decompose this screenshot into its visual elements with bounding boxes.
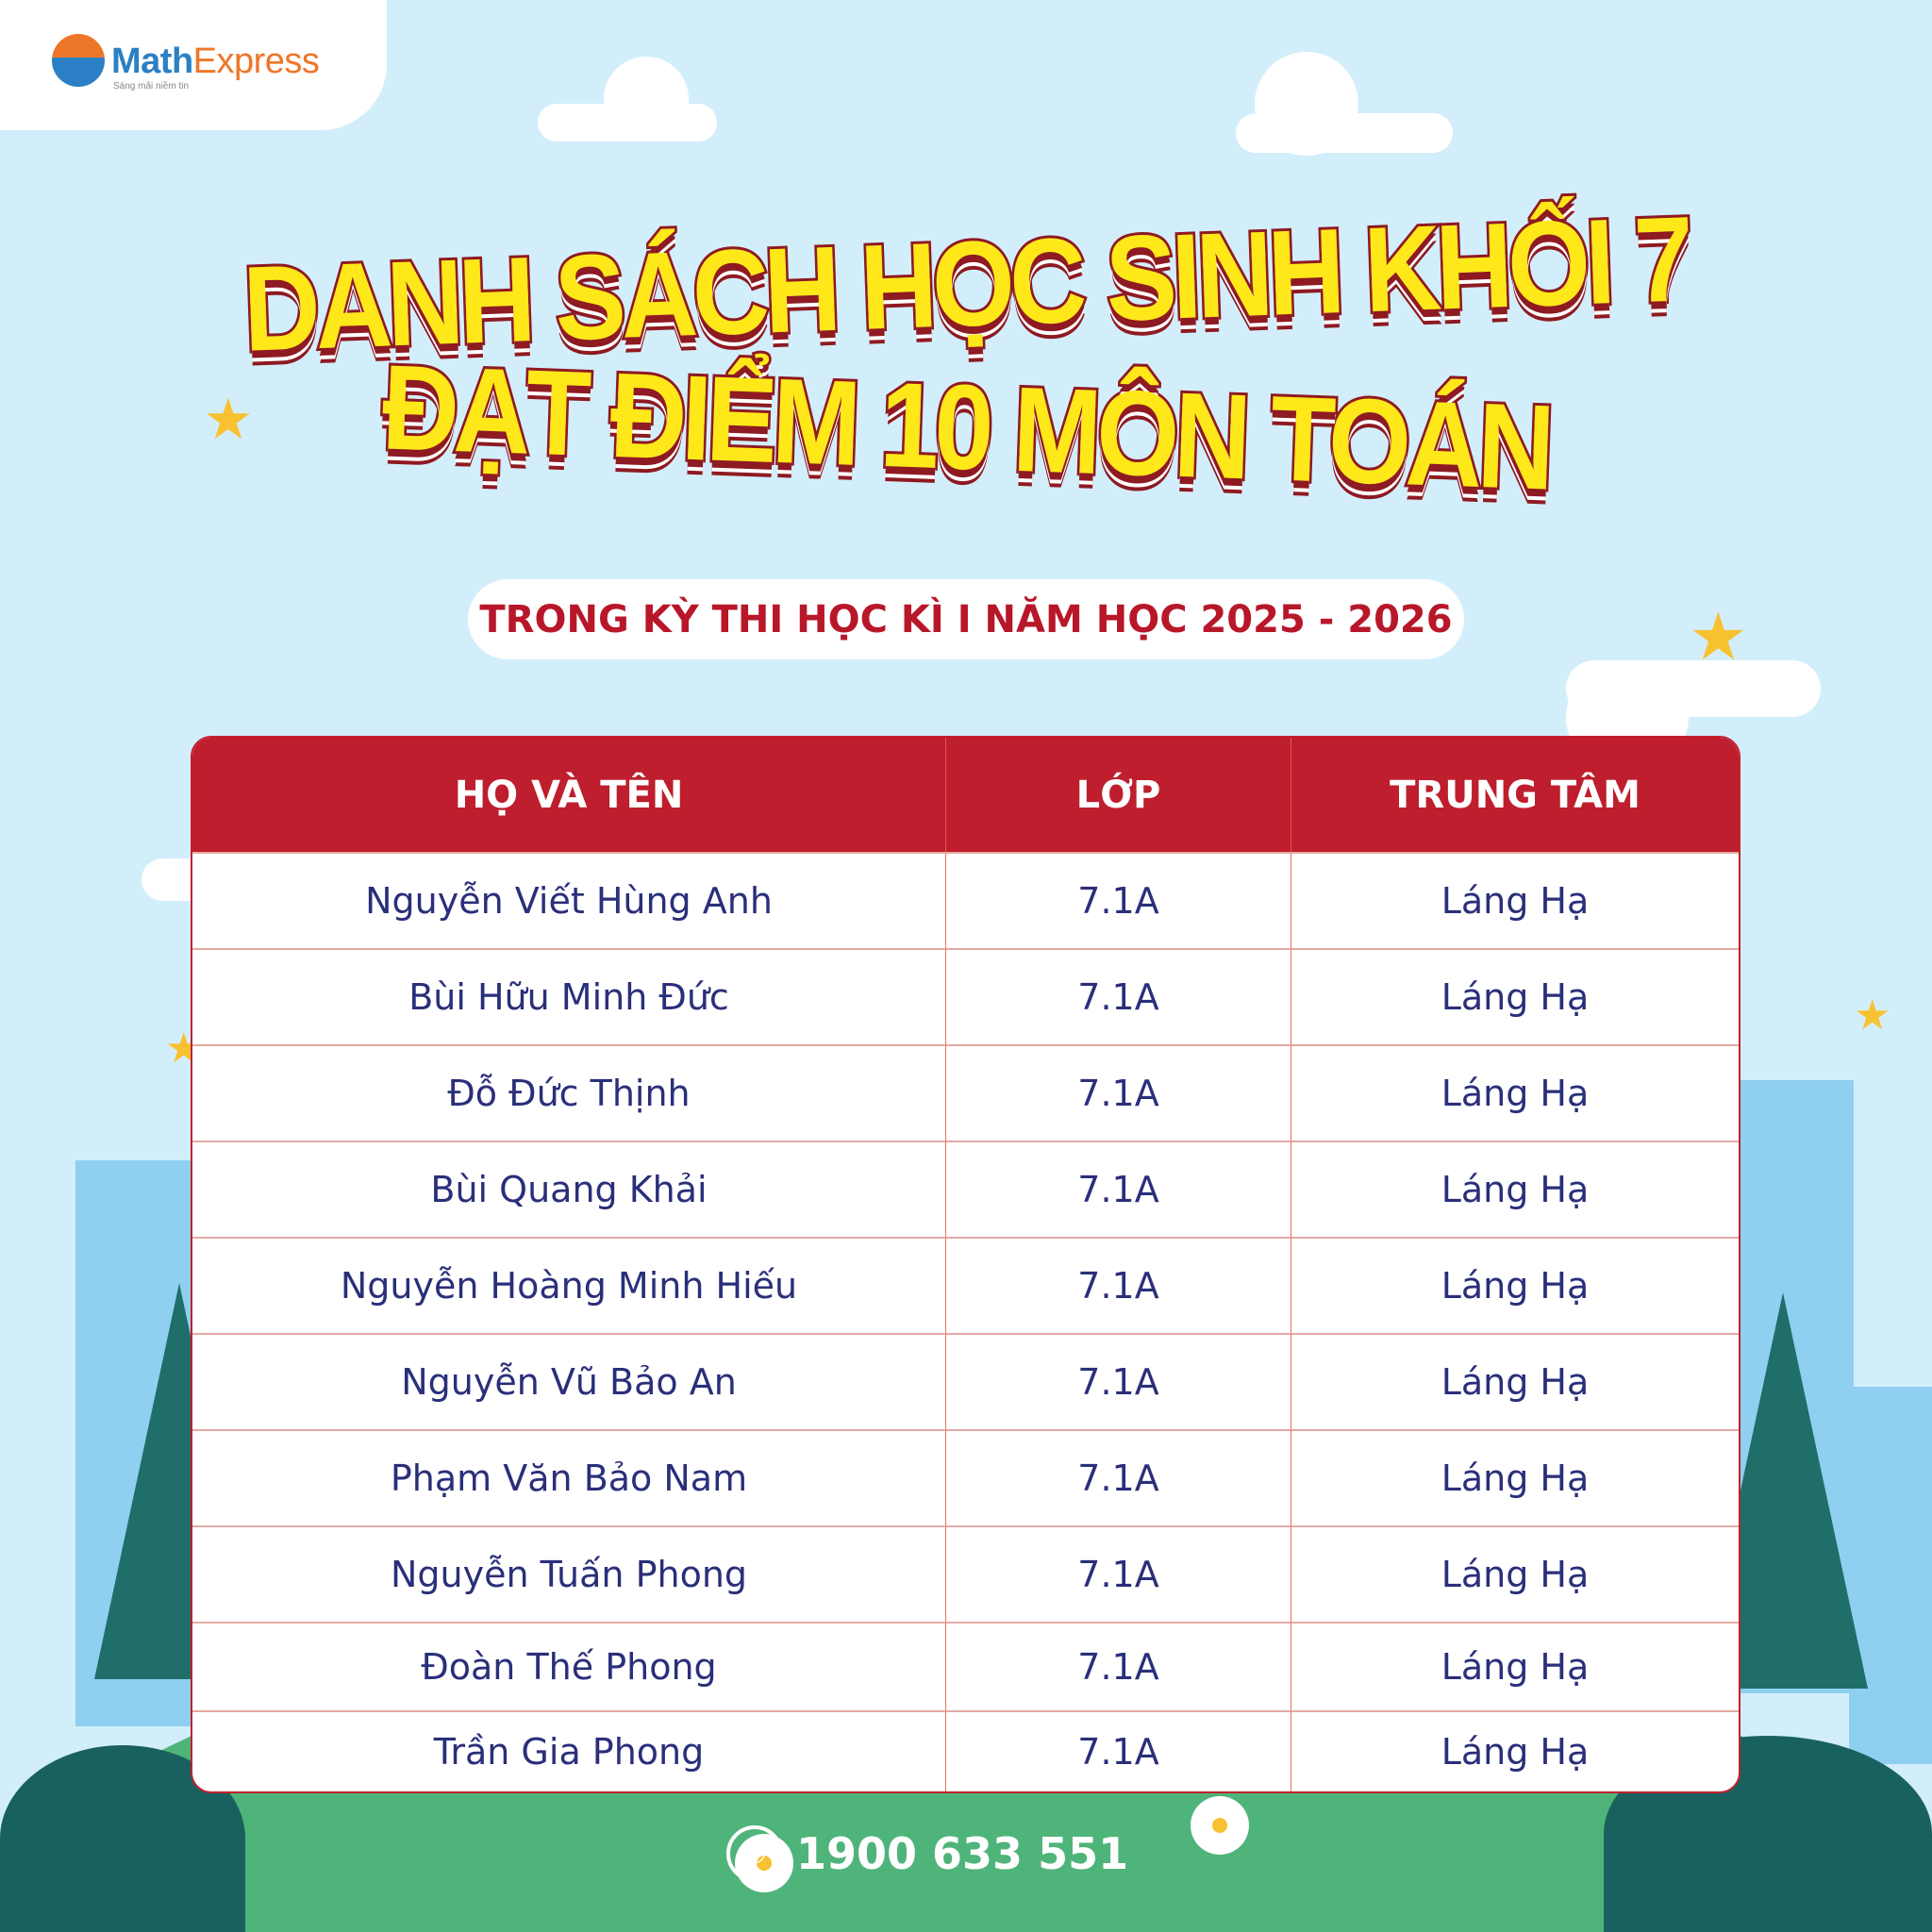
center-cell: Láng Hạ [1291,1710,1739,1791]
table-row: Bùi Hữu Minh Đức 7.1A Láng Hạ [192,948,1739,1044]
center-cell: Láng Hạ [1291,1237,1739,1333]
student-name-cell: Nguyễn Vũ Bảo An [192,1333,945,1429]
student-name-cell: Bùi Hữu Minh Đức [192,948,945,1044]
class-cell: 7.1A [945,852,1291,948]
cloud [1255,52,1358,156]
center-cell: Láng Hạ [1291,1622,1739,1710]
student-name-cell: Bùi Quang Khải [192,1141,945,1237]
class-cell: 7.1A [945,948,1291,1044]
logo-checkmark-icon [52,34,105,87]
student-name-cell: Nguyễn Hoàng Minh Hiếu [192,1237,945,1333]
student-name-cell: Phạm Văn Bảo Nam [192,1429,945,1525]
student-name-cell: Nguyễn Viết Hùng Anh [192,852,945,948]
header-name: HỌ VÀ TÊN [192,738,945,852]
title-line-2: ĐẠT ĐIỂM 10 MÔN TOÁN [377,338,1555,519]
center-cell: Láng Hạ [1291,1429,1739,1525]
star-icon: ★ [1689,598,1748,675]
class-cell: 7.1A [945,1044,1291,1141]
class-cell: 7.1A [945,1429,1291,1525]
student-table: HỌ VÀ TÊN LỚP TRUNG TÂM Nguyễn Viết Hùng… [191,736,1740,1793]
table-row: Bùi Quang Khải 7.1A Láng Hạ [192,1141,1739,1237]
center-cell: Láng Hạ [1291,1044,1739,1141]
star-icon: ★ [1854,991,1891,1040]
table-row: Nguyễn Viết Hùng Anh 7.1A Láng Hạ [192,852,1739,948]
class-cell: 7.1A [945,1333,1291,1429]
student-name-cell: Nguyễn Tuấn Phong [192,1525,945,1622]
phone-number: 1900 633 551 [796,1828,1129,1879]
center-cell: Láng Hạ [1291,948,1739,1044]
star-icon: ★ [203,387,254,453]
center-cell: Láng Hạ [1291,1141,1739,1237]
student-name-cell: Đoàn Thế Phong [192,1622,945,1710]
cloud [604,57,689,142]
class-cell: 7.1A [945,1525,1291,1622]
header-center: TRUNG TÂM [1291,738,1739,852]
flower [1196,1802,1243,1849]
center-cell: Láng Hạ [1291,1525,1739,1622]
logo-express: Express [192,42,320,81]
table-row: Trần Gia Phong 7.1A Láng Hạ [192,1710,1739,1791]
student-name-cell: Trần Gia Phong [192,1710,945,1791]
table-row: Nguyễn Hoàng Minh Hiếu 7.1A Láng Hạ [192,1237,1739,1333]
logo: MathExpress [111,42,320,82]
class-cell: 7.1A [945,1237,1291,1333]
table-row: Phạm Văn Bảo Nam 7.1A Láng Hạ [192,1429,1739,1525]
class-cell: 7.1A [945,1710,1291,1791]
class-cell: 7.1A [945,1141,1291,1237]
header-class: LỚP [945,738,1291,852]
center-cell: Láng Hạ [1291,852,1739,948]
phone-contact: ✆ 1900 633 551 [726,1825,1128,1882]
logo-math: Math [111,42,193,81]
student-name-cell: Đỗ Đức Thịnh [192,1044,945,1141]
phone-icon: ✆ [726,1825,783,1882]
table-row: Nguyễn Vũ Bảo An 7.1A Láng Hạ [192,1333,1739,1429]
class-cell: 7.1A [945,1622,1291,1710]
table-row: Đoàn Thế Phong 7.1A Láng Hạ [192,1622,1739,1710]
logo-tagline: Sáng mãi niềm tin [113,81,190,92]
table-row: Đỗ Đức Thịnh 7.1A Láng Hạ [192,1044,1739,1141]
center-cell: Láng Hạ [1291,1333,1739,1429]
table-header-row: HỌ VÀ TÊN LỚP TRUNG TÂM [192,738,1739,852]
subtitle-pill: TRONG KỲ THI HỌC KÌ I NĂM HỌC 2025 - 202… [468,579,1464,659]
table-row: Nguyễn Tuấn Phong 7.1A Láng Hạ [192,1525,1739,1622]
